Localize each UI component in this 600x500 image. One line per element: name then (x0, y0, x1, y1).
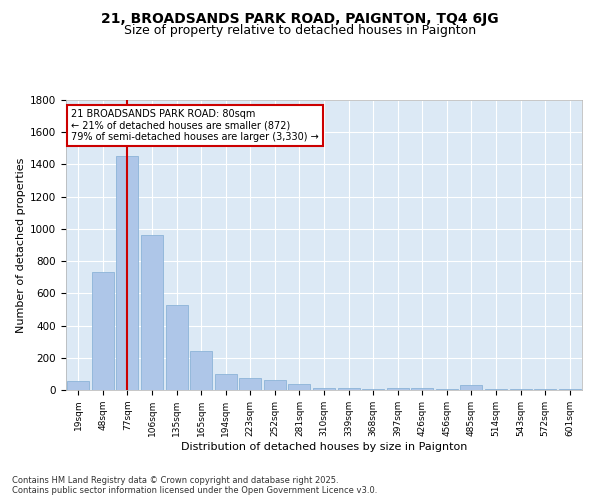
Bar (559, 389, 581, 390)
Text: Size of property relative to detached houses in Paignton: Size of property relative to detached ho… (124, 24, 476, 37)
Bar (534, 389, 556, 390)
Bar (313, 388, 335, 390)
Bar (338, 388, 359, 390)
X-axis label: Distribution of detached houses by size in Paignton: Distribution of detached houses by size … (181, 442, 467, 452)
Text: 21, BROADSANDS PARK ROAD, PAIGNTON, TQ4 6JG: 21, BROADSANDS PARK ROAD, PAIGNTON, TQ4 … (101, 12, 499, 26)
Bar (67, 381, 89, 390)
Bar (239, 378, 262, 390)
Bar (116, 156, 139, 390)
Bar (166, 304, 188, 390)
Y-axis label: Number of detached properties: Number of detached properties (16, 158, 26, 332)
Bar (386, 388, 409, 390)
Bar (289, 384, 310, 390)
Text: Contains HM Land Registry data © Crown copyright and database right 2025.
Contai: Contains HM Land Registry data © Crown c… (12, 476, 377, 495)
Bar (215, 374, 237, 390)
Bar (362, 389, 384, 390)
Bar (436, 389, 458, 390)
Bar (141, 236, 163, 390)
Bar (460, 385, 482, 390)
Bar (485, 389, 507, 390)
Text: 21 BROADSANDS PARK ROAD: 80sqm
← 21% of detached houses are smaller (872)
79% of: 21 BROADSANDS PARK ROAD: 80sqm ← 21% of … (71, 108, 319, 142)
Bar (190, 350, 212, 390)
Bar (92, 272, 114, 390)
Bar (264, 380, 286, 390)
Bar (509, 389, 532, 390)
Bar (411, 388, 433, 390)
